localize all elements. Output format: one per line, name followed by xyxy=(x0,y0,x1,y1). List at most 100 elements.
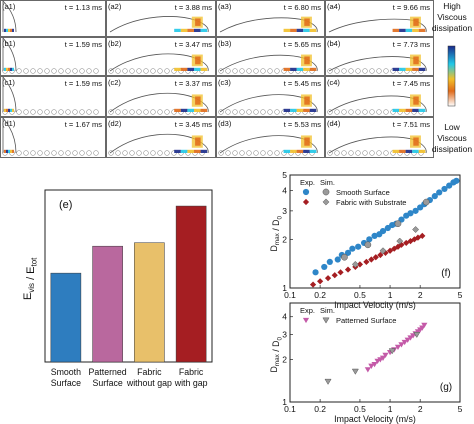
dissipation-rim xyxy=(304,137,310,146)
substrate-bump xyxy=(362,68,368,74)
colorbar-top-label: High xyxy=(443,1,461,11)
panel-label: (b1) xyxy=(2,39,16,48)
dissipation-band xyxy=(200,67,208,71)
dissipation-band xyxy=(399,149,406,153)
substrate-bump xyxy=(16,68,22,74)
plot-frame xyxy=(289,302,461,403)
dissipation-rim xyxy=(413,96,419,105)
dissipation-rim xyxy=(413,56,419,65)
exp-point xyxy=(356,261,364,268)
dissipation-rim xyxy=(304,96,310,105)
colorbar-top-label: Viscous xyxy=(437,12,467,22)
x-tick-label: with gap xyxy=(174,378,208,388)
dissipation-band xyxy=(187,149,194,153)
panel-frame xyxy=(0,37,106,76)
substrate-bump xyxy=(150,150,156,156)
y-tick-label: 5 xyxy=(282,170,287,180)
dissipation-band xyxy=(399,108,406,112)
panel-frame xyxy=(0,0,106,37)
substrate-bump xyxy=(79,109,85,115)
substrate-bump xyxy=(239,150,245,156)
dissipation-band xyxy=(399,67,406,71)
exp-point xyxy=(417,204,424,211)
exp-point xyxy=(349,245,356,252)
substrate-bump xyxy=(44,109,50,115)
dissipation-band xyxy=(10,67,12,71)
substrate-bump xyxy=(58,150,64,156)
substrate-bump xyxy=(218,109,224,115)
x-tick-label: Patterned xyxy=(89,367,127,377)
exp-point xyxy=(398,342,405,348)
substrate-bump xyxy=(58,68,64,74)
exp-point xyxy=(324,275,332,282)
substrate-bump xyxy=(376,109,382,115)
exp-point xyxy=(419,232,426,240)
substrate-bump xyxy=(218,68,224,74)
substrate-bump xyxy=(225,109,231,115)
substrate-bump xyxy=(65,109,71,115)
dissipation-band xyxy=(296,149,304,153)
dissipation-band xyxy=(405,67,413,71)
panel-label: (g) xyxy=(440,382,452,393)
sim-point xyxy=(364,241,372,249)
panel-a4: (a4) t = 9.66 ms xyxy=(325,0,434,37)
substrate-bump xyxy=(274,109,280,115)
dissipation-band xyxy=(4,149,6,153)
substrate-bump xyxy=(164,68,170,74)
bar xyxy=(134,242,165,363)
substrate-bump xyxy=(334,150,340,156)
substrate-bump xyxy=(30,109,36,115)
x-axis-label: Impact Velocity (m/s) xyxy=(334,414,416,424)
exp-point xyxy=(368,256,375,263)
exp-point xyxy=(344,266,352,273)
exp-point xyxy=(394,344,402,350)
dissipation-band xyxy=(290,67,297,71)
dissipation-band xyxy=(418,67,426,71)
dissipation-band xyxy=(399,28,406,32)
substrate-bump xyxy=(239,109,245,115)
substrate-bump xyxy=(108,150,114,156)
exp-point xyxy=(372,254,379,261)
substrate-bump xyxy=(232,150,238,156)
substrate-bump xyxy=(122,68,128,74)
substrate-bump xyxy=(44,68,50,74)
substrate-bump xyxy=(51,150,57,156)
colorbar-bottom-label: dissipation xyxy=(432,144,472,154)
substrate-bump xyxy=(51,109,57,115)
substrate-bump xyxy=(37,109,43,115)
dissipation-band xyxy=(10,108,12,112)
x-tick-label: 0.1 xyxy=(284,290,296,300)
exp-point xyxy=(407,238,414,245)
panel-time: t = 1.59 ms xyxy=(65,40,103,49)
substrate-bump xyxy=(355,109,361,115)
substrate-bump xyxy=(51,68,57,74)
substrate-bump xyxy=(260,68,266,74)
exp-point xyxy=(379,355,387,361)
dissipation-band xyxy=(296,67,304,71)
panel-time: t = 3.88 ms xyxy=(175,3,213,12)
exp-point xyxy=(436,189,443,196)
substrate-bump xyxy=(136,150,142,156)
colorbar: HighViscousdissipationLowViscousdissipat… xyxy=(432,1,472,154)
panel-label: (b2) xyxy=(108,39,122,48)
substrate-bump xyxy=(327,68,333,74)
sim-point xyxy=(351,260,359,268)
substrate-bump xyxy=(157,68,163,74)
exp-point xyxy=(379,227,387,235)
dissipation-rim xyxy=(413,18,419,26)
dissipation-band xyxy=(174,28,181,32)
substrate-bump xyxy=(72,150,78,156)
dissipation-band xyxy=(296,28,304,32)
dissipation-band xyxy=(392,108,400,112)
panel-label: (f) xyxy=(441,268,450,279)
substrate-bump xyxy=(122,109,128,115)
dissipation-band xyxy=(405,149,413,153)
substrate-bump xyxy=(72,109,78,115)
dissipation-band xyxy=(296,108,304,112)
exp-point xyxy=(412,207,419,214)
legend-header-sim: Sim. xyxy=(320,178,335,187)
substrate-bump xyxy=(253,109,259,115)
sim-point xyxy=(394,220,402,228)
panel-label: (d2) xyxy=(108,119,122,128)
x-axis-label: Impact Velocity (m/s) xyxy=(334,300,416,310)
